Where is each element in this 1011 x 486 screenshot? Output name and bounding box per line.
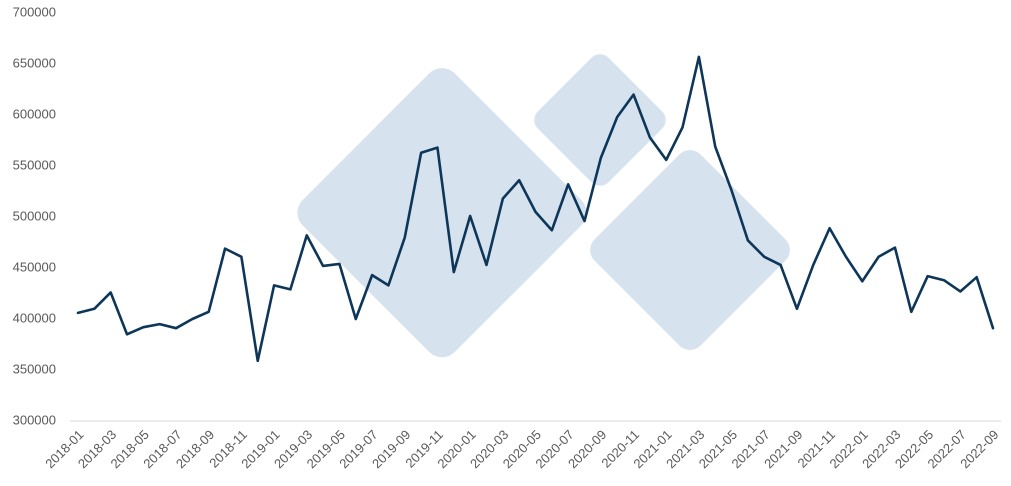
y-tick-label: 400000 [13, 310, 56, 325]
y-tick-label: 700000 [13, 4, 56, 19]
watermark-diamond [534, 54, 666, 186]
y-tick-label: 650000 [13, 55, 56, 70]
data-line [76, 55, 995, 363]
y-tick-label: 550000 [13, 157, 56, 172]
watermark-diamond [590, 150, 790, 350]
y-tick-label: 350000 [13, 361, 56, 376]
y-tick-label: 600000 [13, 106, 56, 121]
watermark [297, 54, 790, 358]
y-tick-label: 300000 [13, 412, 56, 427]
y-tick-label: 450000 [13, 259, 56, 274]
y-tick-label: 500000 [13, 208, 56, 223]
